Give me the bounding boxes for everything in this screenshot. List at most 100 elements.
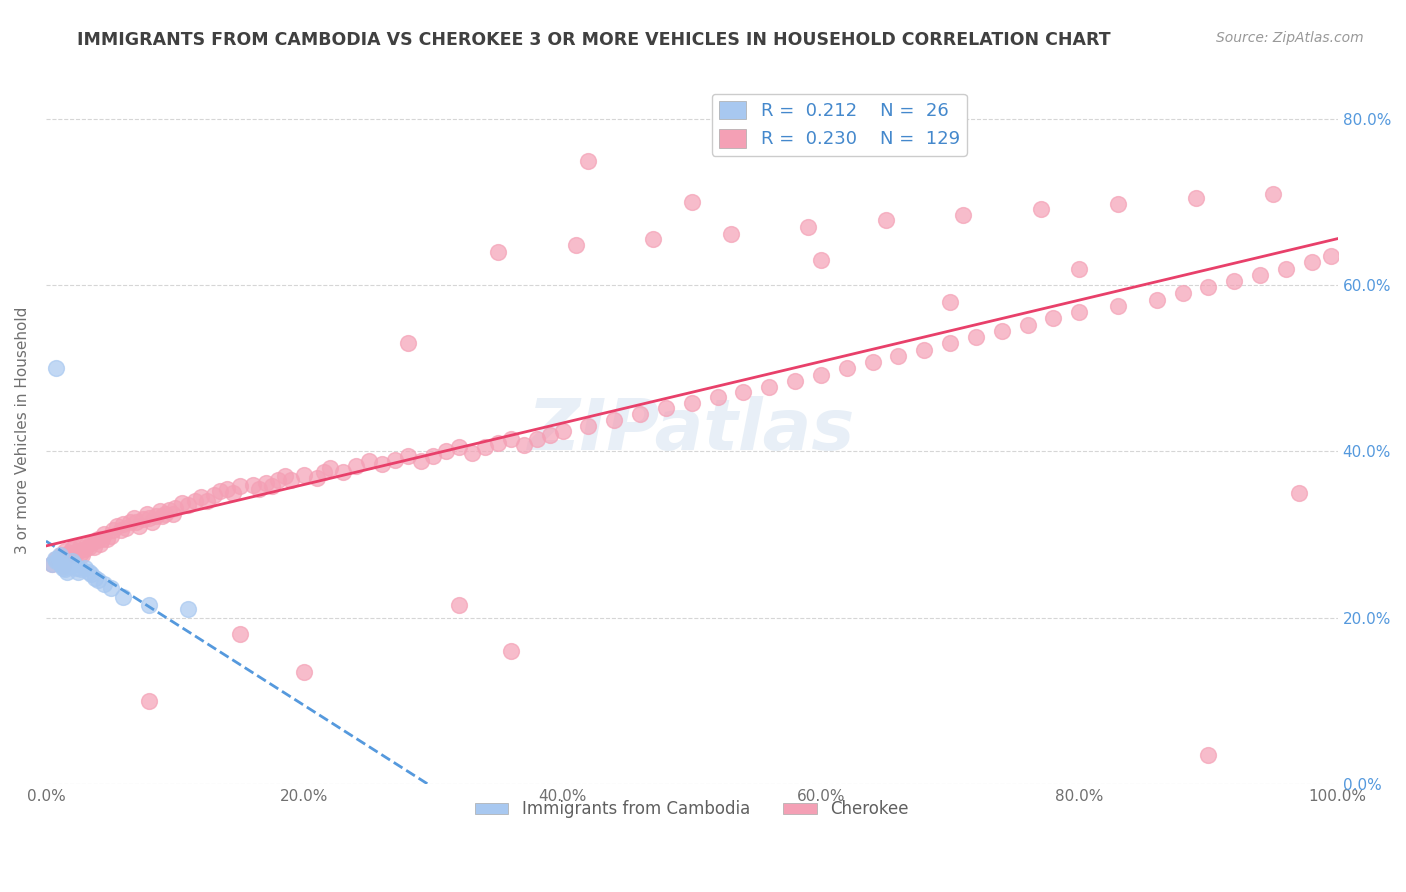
Point bbox=[55, 550, 77, 565]
Point bbox=[681, 396, 703, 410]
Point bbox=[128, 519, 150, 533]
Point bbox=[105, 519, 128, 533]
Point bbox=[112, 517, 135, 532]
Point bbox=[60, 542, 83, 557]
Point bbox=[60, 554, 83, 568]
Point bbox=[89, 537, 111, 551]
Point bbox=[70, 546, 93, 560]
Point bbox=[1275, 261, 1298, 276]
Point bbox=[655, 401, 678, 416]
Point bbox=[1198, 280, 1220, 294]
Point bbox=[138, 693, 160, 707]
Point bbox=[96, 532, 118, 546]
Point bbox=[307, 471, 329, 485]
Point bbox=[396, 449, 419, 463]
Point bbox=[183, 494, 205, 508]
Point bbox=[280, 474, 302, 488]
Point bbox=[135, 507, 157, 521]
Point bbox=[145, 509, 167, 524]
Point bbox=[45, 554, 67, 568]
Point bbox=[65, 546, 87, 560]
Point bbox=[1261, 186, 1284, 201]
Point bbox=[706, 390, 728, 404]
Point bbox=[628, 407, 651, 421]
Point bbox=[190, 490, 212, 504]
Point bbox=[66, 560, 89, 574]
Point bbox=[177, 602, 200, 616]
Point bbox=[52, 559, 75, 574]
Point bbox=[90, 532, 112, 546]
Point bbox=[177, 499, 200, 513]
Point bbox=[254, 475, 277, 490]
Point bbox=[434, 444, 457, 458]
Point bbox=[274, 469, 297, 483]
Point bbox=[49, 548, 72, 562]
Text: Source: ZipAtlas.com: Source: ZipAtlas.com bbox=[1216, 31, 1364, 45]
Point bbox=[267, 474, 290, 488]
Point bbox=[875, 213, 897, 227]
Point bbox=[396, 336, 419, 351]
Point bbox=[110, 524, 132, 538]
Point bbox=[67, 544, 90, 558]
Point bbox=[141, 515, 163, 529]
Point bbox=[100, 529, 122, 543]
Point bbox=[332, 465, 354, 479]
Point bbox=[138, 511, 160, 525]
Point bbox=[912, 343, 935, 357]
Point bbox=[513, 438, 536, 452]
Point bbox=[758, 379, 780, 393]
Point bbox=[1107, 196, 1129, 211]
Point bbox=[222, 486, 245, 500]
Point bbox=[70, 548, 93, 562]
Point bbox=[215, 482, 238, 496]
Point bbox=[153, 507, 176, 521]
Point bbox=[162, 507, 184, 521]
Point bbox=[449, 598, 471, 612]
Point bbox=[785, 374, 807, 388]
Text: IMMIGRANTS FROM CAMBODIA VS CHEROKEE 3 OR MORE VEHICLES IN HOUSEHOLD CORRELATION: IMMIGRANTS FROM CAMBODIA VS CHEROKEE 3 O… bbox=[77, 31, 1111, 49]
Point bbox=[53, 544, 76, 558]
Point bbox=[157, 502, 180, 516]
Point bbox=[73, 560, 96, 574]
Point bbox=[461, 446, 484, 460]
Point bbox=[1320, 249, 1343, 263]
Point bbox=[1171, 286, 1194, 301]
Y-axis label: 3 or more Vehicles in Household: 3 or more Vehicles in Household bbox=[15, 307, 30, 554]
Point bbox=[63, 558, 86, 572]
Point bbox=[149, 504, 172, 518]
Point bbox=[118, 515, 141, 529]
Point bbox=[449, 440, 471, 454]
Point bbox=[797, 219, 820, 234]
Point bbox=[77, 565, 100, 579]
Point bbox=[641, 232, 664, 246]
Point bbox=[1288, 486, 1310, 500]
Point bbox=[939, 294, 962, 309]
Point bbox=[45, 552, 67, 566]
Point bbox=[991, 324, 1014, 338]
Point bbox=[486, 244, 509, 259]
Point bbox=[55, 565, 77, 579]
Point bbox=[486, 436, 509, 450]
Point bbox=[409, 454, 432, 468]
Point bbox=[77, 540, 100, 554]
Point bbox=[70, 562, 93, 576]
Point bbox=[1107, 299, 1129, 313]
Point bbox=[86, 573, 108, 587]
Point bbox=[551, 424, 574, 438]
Point bbox=[578, 419, 600, 434]
Point bbox=[538, 427, 561, 442]
Point bbox=[125, 515, 148, 529]
Point bbox=[810, 368, 832, 382]
Point bbox=[578, 153, 600, 168]
Point bbox=[247, 482, 270, 496]
Point bbox=[357, 454, 380, 468]
Point bbox=[122, 511, 145, 525]
Point bbox=[1069, 261, 1091, 276]
Point bbox=[44, 552, 66, 566]
Point bbox=[526, 432, 548, 446]
Point bbox=[939, 336, 962, 351]
Point bbox=[810, 253, 832, 268]
Point bbox=[319, 461, 342, 475]
Point bbox=[84, 571, 107, 585]
Point bbox=[132, 512, 155, 526]
